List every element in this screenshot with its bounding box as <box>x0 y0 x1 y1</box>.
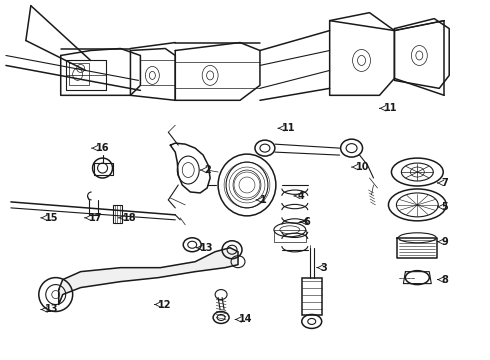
Bar <box>302 278 322 315</box>
Text: 11: 11 <box>384 103 397 113</box>
Text: 16: 16 <box>96 143 109 153</box>
Text: 13: 13 <box>200 243 214 253</box>
Text: 13: 13 <box>45 305 58 315</box>
Text: 5: 5 <box>441 202 448 212</box>
Text: 7: 7 <box>441 178 448 188</box>
Text: 3: 3 <box>321 263 327 273</box>
Polygon shape <box>59 248 238 305</box>
Text: 2: 2 <box>204 165 211 175</box>
Text: 11: 11 <box>282 123 295 133</box>
Text: 8: 8 <box>441 275 448 285</box>
Text: 12: 12 <box>158 300 172 310</box>
Text: 17: 17 <box>89 213 102 223</box>
Text: 14: 14 <box>239 314 252 324</box>
Text: 9: 9 <box>441 237 448 247</box>
Text: 18: 18 <box>122 213 136 223</box>
Text: 4: 4 <box>298 191 305 201</box>
Text: 6: 6 <box>304 217 311 227</box>
Bar <box>113 205 122 223</box>
Text: 15: 15 <box>45 213 58 223</box>
Bar <box>274 230 306 242</box>
Text: 1: 1 <box>260 195 267 205</box>
Text: 10: 10 <box>356 162 369 172</box>
